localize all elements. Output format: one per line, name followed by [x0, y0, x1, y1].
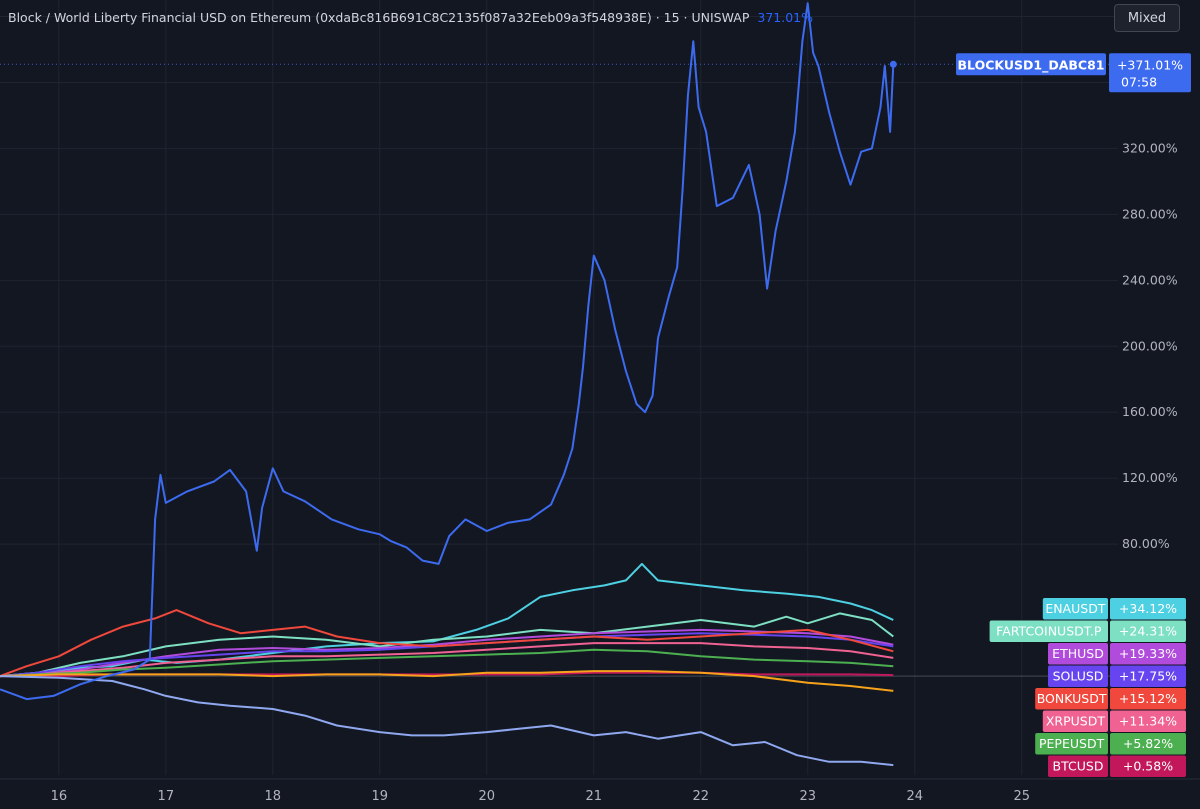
y-tick-label: 280.00% — [1122, 206, 1178, 221]
x-tick-label: 20 — [479, 789, 496, 804]
series-value-text: +0.58% — [1123, 759, 1173, 774]
series-name-text: BONKUSDT — [1037, 691, 1107, 706]
main-symbol-tag[interactable] — [956, 53, 1106, 76]
y-tick-label: 80.00% — [1122, 536, 1170, 551]
unnamed-line[interactable] — [0, 675, 894, 767]
unnamed-line[interactable] — [0, 670, 894, 692]
bonkusdt-line[interactable] — [0, 609, 894, 678]
y-tick-label: 320.00% — [1122, 140, 1178, 155]
xrpusdt-line[interactable] — [0, 642, 894, 678]
x-tick-label: 23 — [799, 789, 816, 804]
x-tick-label: 18 — [265, 789, 282, 804]
series-name-text: XRPUSDT — [1046, 714, 1105, 729]
series-value-text: +5.82% — [1123, 736, 1173, 751]
series-value-tag — [1110, 710, 1186, 732]
series-name-text: ENAUSDT — [1045, 601, 1106, 616]
series-value-tag — [1110, 643, 1186, 665]
x-tick-label: 25 — [1013, 789, 1030, 804]
series-name-tag[interactable] — [1035, 733, 1108, 755]
series-value-tag — [1110, 598, 1186, 620]
chart-header: Block / World Liberty Financial USD on E… — [8, 10, 813, 25]
last-point-marker — [889, 60, 897, 68]
series-value-text: +24.31% — [1119, 624, 1177, 639]
series-value-tag — [1110, 733, 1186, 755]
x-tick-label: 24 — [906, 789, 923, 804]
x-tick-label: 16 — [51, 789, 68, 804]
series-name-tag[interactable] — [1042, 598, 1108, 620]
series-name-tag[interactable] — [989, 620, 1108, 643]
series-name-text: PEPEUSDT — [1039, 736, 1105, 751]
y-tick-label: 160.00% — [1122, 404, 1178, 419]
x-tick-label: 21 — [585, 789, 602, 804]
main-time-text: 07:58 — [1121, 74, 1157, 89]
series-value-text: +11.34% — [1119, 714, 1177, 729]
main-value-text: +371.01% — [1117, 57, 1183, 72]
series-value-text: +15.12% — [1119, 691, 1177, 706]
y-tick-label: 240.00% — [1122, 272, 1178, 287]
x-tick-label: 22 — [692, 789, 709, 804]
series-value-tag — [1110, 620, 1186, 642]
x-tick-label: 19 — [372, 789, 389, 804]
y-tick-label: 120.00% — [1122, 470, 1178, 485]
series-name-tag[interactable] — [1048, 665, 1108, 688]
ethusd-line[interactable] — [0, 628, 894, 678]
series-name-tag[interactable] — [1042, 710, 1108, 733]
series-name-text: FARTCOINUSDT.P — [996, 624, 1102, 639]
series-name-text: ETHUSD — [1052, 646, 1104, 661]
main-value-tag — [1109, 53, 1191, 93]
scale-mode-button[interactable]: Mixed — [1114, 4, 1180, 32]
series-name-text: SOLUSD — [1053, 669, 1104, 684]
pepeusdt-line[interactable] — [0, 648, 894, 678]
symbol-title: Block / World Liberty Financial USD on E… — [8, 10, 750, 25]
series-value-tag — [1110, 688, 1186, 710]
series-value-tag — [1110, 755, 1186, 777]
series-name-text: BTCUSD — [1053, 759, 1104, 774]
fartcoinusdt-p-line[interactable] — [0, 612, 894, 678]
series-value-text: +17.75% — [1119, 669, 1177, 684]
series-value-text: +19.33% — [1119, 646, 1177, 661]
x-tick-label: 17 — [158, 789, 175, 804]
series-value-tag — [1110, 665, 1186, 687]
series-name-tag[interactable] — [1048, 755, 1108, 778]
blockusd1-dabc81-line[interactable] — [0, 2, 895, 701]
header-change: 371.01% — [757, 10, 813, 25]
series-name-tag[interactable] — [1035, 688, 1108, 710]
main-symbol-tag-text: BLOCKUSD1_DABC81 — [958, 57, 1105, 73]
y-tick-label: 200.00% — [1122, 338, 1178, 353]
series-value-text: +34.12% — [1119, 601, 1177, 616]
series-name-tag[interactable] — [1048, 643, 1108, 665]
